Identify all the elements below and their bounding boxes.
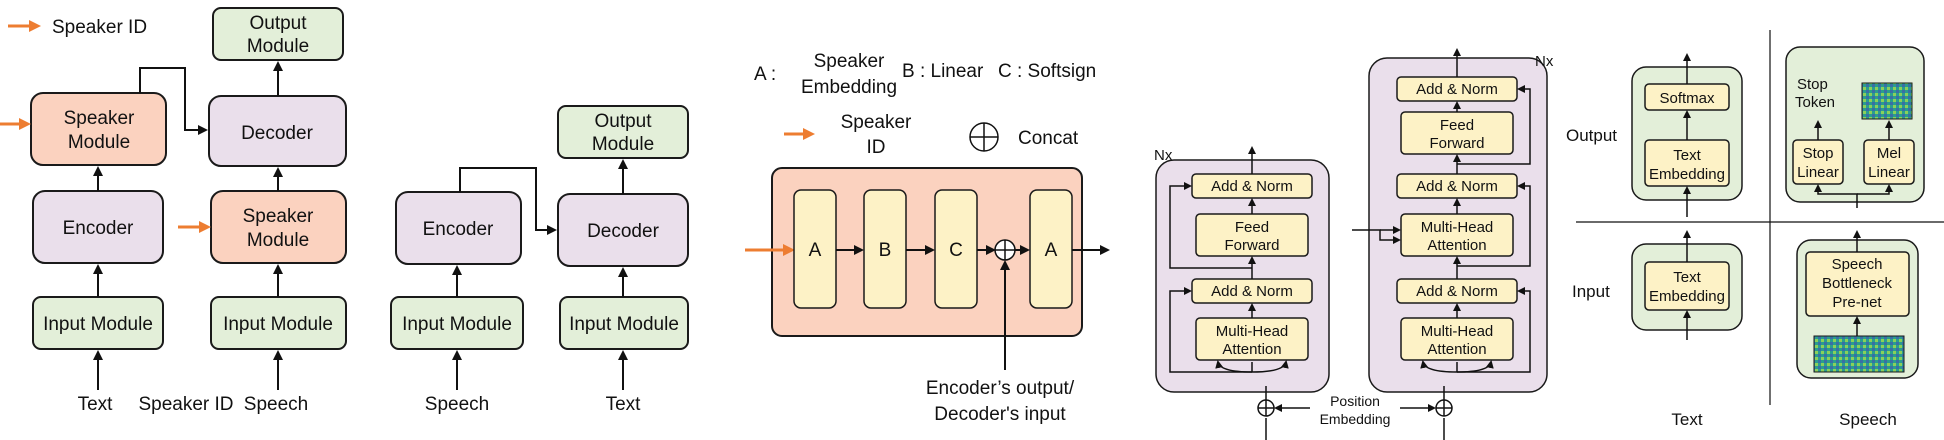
encoder-a-label: Encoder [63, 218, 134, 239]
enc-position-add [1257, 399, 1275, 417]
decoder-a-label: Decoder [241, 123, 313, 144]
block-b-label: B [879, 240, 892, 261]
text-embedding-in-l1: Text [1673, 269, 1701, 286]
dec-cross-l2: Attention [1427, 237, 1486, 254]
panel-e: Output Input Softmax Text Embedding Stop… [1566, 30, 1944, 429]
dec-ff-l2: Forward [1429, 135, 1484, 152]
speaker-module-decoder-l2: Module [247, 230, 309, 251]
row-output-label: Output [1566, 126, 1617, 145]
mel-spectrogram-in [1813, 335, 1905, 373]
legend-speaker-id: Speaker ID [52, 17, 147, 38]
legend-c: C : Softsign [998, 61, 1096, 82]
label-text-b: Text [606, 394, 642, 415]
concat-icon [969, 122, 999, 152]
encoder-arrows [1169, 146, 1289, 407]
output-module-b-l2: Module [592, 134, 654, 155]
encoder-b-label: Encoder [423, 219, 494, 240]
mel-spectrogram-out [1861, 82, 1913, 120]
dec-add-norm-bottom-label: Add & Norm [1416, 283, 1498, 300]
text-embedding-out-l2: Embedding [1649, 166, 1725, 183]
output-module-b [557, 105, 689, 159]
mel-linear-l1: Mel [1877, 145, 1901, 162]
panel-a-arrows [93, 61, 283, 390]
panel-b: Encoder Output Module Decoder Input Modu… [390, 105, 689, 415]
dec-self-l2: Attention [1427, 341, 1486, 358]
panel-a: Speaker ID Output Module Speaker Module … [0, 7, 347, 415]
speech-prenet-l3: Pre-net [1832, 294, 1882, 311]
legend-speaker-id-c-l2: ID [867, 137, 886, 158]
enc-ff-l2: Forward [1224, 237, 1279, 254]
dec-position-add [1435, 399, 1453, 417]
legend-a-key: A : [754, 64, 776, 85]
enc-ff-l1: Feed [1235, 219, 1269, 236]
bottom-label-l1: Encoder’s output/ [926, 378, 1075, 399]
panel-c: A : Speaker Embedding B : Linear C : Sof… [745, 51, 1110, 425]
speaker-module-encoder [30, 92, 167, 166]
encoder-nx: Nx [1154, 147, 1173, 164]
row-input-label: Input [1572, 282, 1610, 301]
label-speech-a: Speech [244, 394, 308, 415]
panel-c-arrows [836, 245, 1110, 370]
text-embedding-out-l1: Text [1673, 147, 1701, 164]
dec-ff-l1: Feed [1440, 117, 1474, 134]
speaker-module-decoder-l1: Speaker [243, 206, 314, 227]
label-text-a: Text [78, 394, 114, 415]
input-module-b-speech-label: Input Module [402, 314, 512, 335]
input-module-b-text-label: Input Module [569, 314, 679, 335]
enc-mha-l1: Multi-Head [1216, 323, 1289, 340]
concat-node [994, 239, 1016, 261]
legend-a-value-l2: Embedding [801, 77, 897, 98]
col-speech-label: Speech [1839, 410, 1897, 429]
enc-add-norm-top-label: Add & Norm [1211, 178, 1293, 195]
panel-e-arrows [1683, 53, 1893, 340]
dec-self-l1: Multi-Head [1421, 323, 1494, 340]
speaker-module-encoder-l1: Speaker [64, 108, 135, 129]
input-module-a-speech-label: Input Module [223, 314, 333, 335]
dec-cross-l1: Multi-Head [1421, 219, 1494, 236]
panel-b-arrows [452, 159, 628, 390]
bottom-label-l2: Decoder's input [934, 404, 1066, 425]
enc-add-norm-bottom-label: Add & Norm [1211, 283, 1293, 300]
decoder-b-label: Decoder [587, 221, 659, 242]
panel-d: Nx Add & Norm Feed Forward Add & Norm Mu… [1154, 48, 1554, 440]
block-a2-label: A [1045, 240, 1058, 261]
legend-concat: Concat [1018, 128, 1079, 149]
encoder-b [395, 191, 522, 265]
input-module-a-text-label: Input Module [43, 314, 153, 335]
speaker-module-decoder [210, 190, 347, 264]
label-speaker-id-a: Speaker ID [138, 394, 233, 415]
decoder-nx: Nx [1535, 53, 1554, 70]
decoder-arrows [1352, 48, 1531, 407]
output-module-a [212, 7, 344, 61]
legend-a-value-l1: Speaker [814, 51, 885, 72]
output-module-a-l2: Module [247, 36, 309, 57]
block-c-label: C [949, 240, 963, 261]
text-embedding-in-l2: Embedding [1649, 288, 1725, 305]
output-module-b-l1: Output [594, 111, 652, 132]
position-embedding-l1: Position [1330, 393, 1380, 409]
block-a-label: A [809, 240, 822, 261]
position-embedding-arrows [1265, 404, 1445, 440]
enc-mha-l2: Attention [1222, 341, 1281, 358]
mel-linear-l2: Linear [1868, 164, 1910, 181]
stop-linear-l2: Linear [1797, 164, 1839, 181]
dec-add-norm-mid-label: Add & Norm [1416, 178, 1498, 195]
stop-token-l2: Token [1795, 94, 1835, 111]
label-speech-b: Speech [425, 394, 489, 415]
softmax-label: Softmax [1659, 90, 1715, 107]
speech-prenet-l2: Bottleneck [1822, 275, 1893, 292]
dec-add-norm-top-label: Add & Norm [1416, 81, 1498, 98]
legend-b: B : Linear [902, 61, 984, 82]
output-module-a-l1: Output [249, 13, 307, 34]
stop-token-l1: Stop [1797, 76, 1828, 93]
speaker-module-encoder-l2: Module [68, 132, 130, 153]
stop-linear-l1: Stop [1803, 145, 1834, 162]
legend-speaker-id-c-l1: Speaker [841, 112, 912, 133]
col-text-label: Text [1671, 410, 1702, 429]
position-embedding-l2: Embedding [1320, 411, 1391, 427]
speech-prenet-l1: Speech [1832, 256, 1883, 273]
